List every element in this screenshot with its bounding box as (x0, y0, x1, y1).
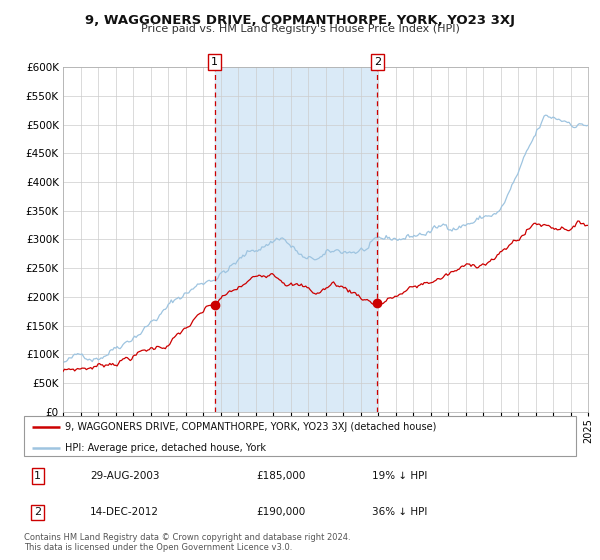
FancyBboxPatch shape (24, 416, 576, 456)
Text: £190,000: £190,000 (256, 507, 305, 517)
Text: 36% ↓ HPI: 36% ↓ HPI (372, 507, 427, 517)
Text: 1: 1 (211, 57, 218, 67)
Text: 1: 1 (34, 471, 41, 481)
Text: 14-DEC-2012: 14-DEC-2012 (90, 507, 159, 517)
Text: Price paid vs. HM Land Registry's House Price Index (HPI): Price paid vs. HM Land Registry's House … (140, 24, 460, 34)
Text: 19% ↓ HPI: 19% ↓ HPI (372, 471, 427, 481)
Text: HPI: Average price, detached house, York: HPI: Average price, detached house, York (65, 442, 266, 452)
Text: £185,000: £185,000 (256, 471, 305, 481)
Text: 9, WAGGONERS DRIVE, COPMANTHORPE, YORK, YO23 3XJ (detached house): 9, WAGGONERS DRIVE, COPMANTHORPE, YORK, … (65, 422, 437, 432)
Text: 9, WAGGONERS DRIVE, COPMANTHORPE, YORK, YO23 3XJ: 9, WAGGONERS DRIVE, COPMANTHORPE, YORK, … (85, 14, 515, 27)
Bar (215, 67, 377, 412)
Text: 29-AUG-2003: 29-AUG-2003 (90, 471, 160, 481)
Text: Contains HM Land Registry data © Crown copyright and database right 2024.: Contains HM Land Registry data © Crown c… (24, 533, 350, 542)
Text: 2: 2 (374, 57, 381, 67)
Text: This data is licensed under the Open Government Licence v3.0.: This data is licensed under the Open Gov… (24, 543, 292, 552)
Text: 2: 2 (34, 507, 41, 517)
